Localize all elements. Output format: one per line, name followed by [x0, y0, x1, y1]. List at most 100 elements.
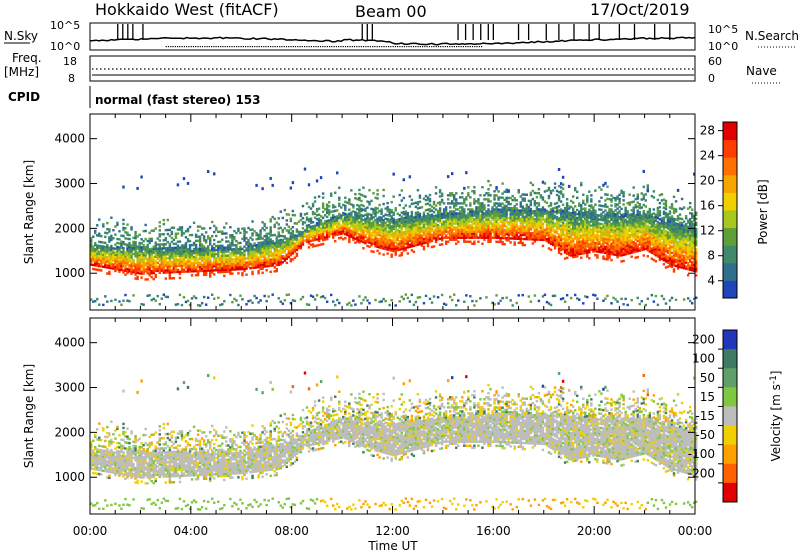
power-cell	[580, 248, 583, 251]
power-cell	[529, 191, 533, 195]
power-cell	[194, 273, 198, 277]
power-cell	[221, 303, 224, 306]
power-cell	[495, 228, 498, 231]
power-cell	[219, 248, 222, 252]
power-cell	[448, 220, 452, 223]
power-cell	[104, 245, 107, 249]
power-cell	[122, 250, 125, 254]
power-cell	[134, 263, 137, 266]
power-cell	[168, 256, 172, 260]
power-cell	[170, 236, 174, 240]
power-cell	[235, 260, 238, 263]
power-cell	[305, 230, 309, 233]
power-cell	[604, 199, 607, 202]
power-cell	[565, 202, 569, 205]
power-cell	[231, 250, 234, 253]
power-cell	[382, 223, 385, 226]
power-cell	[380, 236, 383, 240]
power-cell	[576, 208, 579, 212]
power-cell	[194, 247, 198, 251]
power-cell	[285, 213, 289, 216]
power-cell	[332, 232, 335, 235]
power-cell	[549, 234, 553, 237]
nsearch-dot	[167, 46, 170, 48]
power-cell	[438, 227, 442, 230]
power-cell	[497, 216, 500, 219]
power-cell	[442, 230, 446, 233]
power-cell	[329, 224, 333, 228]
power-cell	[539, 218, 543, 221]
power-cell	[614, 247, 617, 250]
power-cell	[408, 175, 412, 179]
power-cell	[563, 229, 567, 232]
power-cell	[102, 223, 105, 226]
power-cell	[501, 222, 504, 226]
power-cell	[555, 230, 559, 233]
power-cell	[497, 212, 500, 215]
power-cell	[100, 259, 103, 262]
power-cell	[227, 260, 230, 263]
power-cell	[374, 237, 377, 240]
power-cell	[311, 235, 315, 238]
power-cell	[233, 262, 236, 265]
power-cell	[428, 236, 432, 239]
power-cell	[309, 221, 313, 224]
nsearch-dot	[292, 46, 294, 48]
power-cell	[261, 259, 264, 262]
power-cell	[434, 230, 438, 233]
power-cell	[404, 234, 408, 238]
power-cell	[154, 267, 157, 271]
power-cell	[483, 236, 486, 239]
power-cell	[559, 230, 563, 234]
nsearch-dot	[360, 46, 362, 48]
power-cell	[360, 232, 363, 235]
power-cell	[106, 248, 109, 251]
power-cell	[444, 214, 448, 217]
power-cell	[376, 217, 379, 220]
power-cell	[138, 233, 141, 237]
power-cell	[255, 231, 258, 235]
power-cell	[525, 229, 529, 233]
power-cell	[325, 203, 329, 206]
power-cell	[229, 293, 232, 297]
power-cell	[426, 236, 430, 240]
power-cell	[182, 258, 186, 261]
power-cell	[267, 236, 270, 239]
power-cell	[271, 254, 274, 257]
power-cell	[90, 253, 93, 256]
power-cell	[265, 246, 268, 250]
power-cell	[551, 227, 555, 231]
power-cell	[122, 242, 125, 246]
power-cell	[166, 251, 170, 254]
power-cell	[134, 273, 137, 276]
power-cell	[479, 210, 482, 213]
power-cell	[453, 206, 456, 209]
power-cell	[590, 212, 593, 215]
power-cell	[567, 217, 571, 220]
power-cell	[418, 206, 422, 210]
nsearch-dot	[179, 46, 181, 48]
power-cell	[608, 240, 611, 243]
power-cell	[521, 223, 524, 227]
power-cell	[168, 277, 172, 280]
power-cell	[400, 251, 403, 255]
nsearch-dot	[383, 46, 385, 48]
power-cell	[166, 263, 170, 266]
power-cell	[588, 190, 591, 193]
power-cell	[285, 293, 289, 297]
power-cell	[168, 248, 172, 252]
power-cell	[606, 256, 609, 259]
power-cell	[541, 206, 545, 209]
power-cell	[541, 210, 545, 213]
power-cell	[444, 206, 448, 209]
power-cell	[231, 264, 234, 267]
power-cell	[386, 248, 389, 251]
power-cell	[539, 216, 543, 219]
power-cell	[257, 270, 260, 273]
nsearch-dot	[211, 46, 213, 48]
power-cell	[557, 251, 561, 254]
power-cell	[202, 263, 206, 266]
power-cell	[606, 246, 609, 249]
power-cell	[289, 251, 293, 255]
power-cell	[422, 223, 426, 227]
